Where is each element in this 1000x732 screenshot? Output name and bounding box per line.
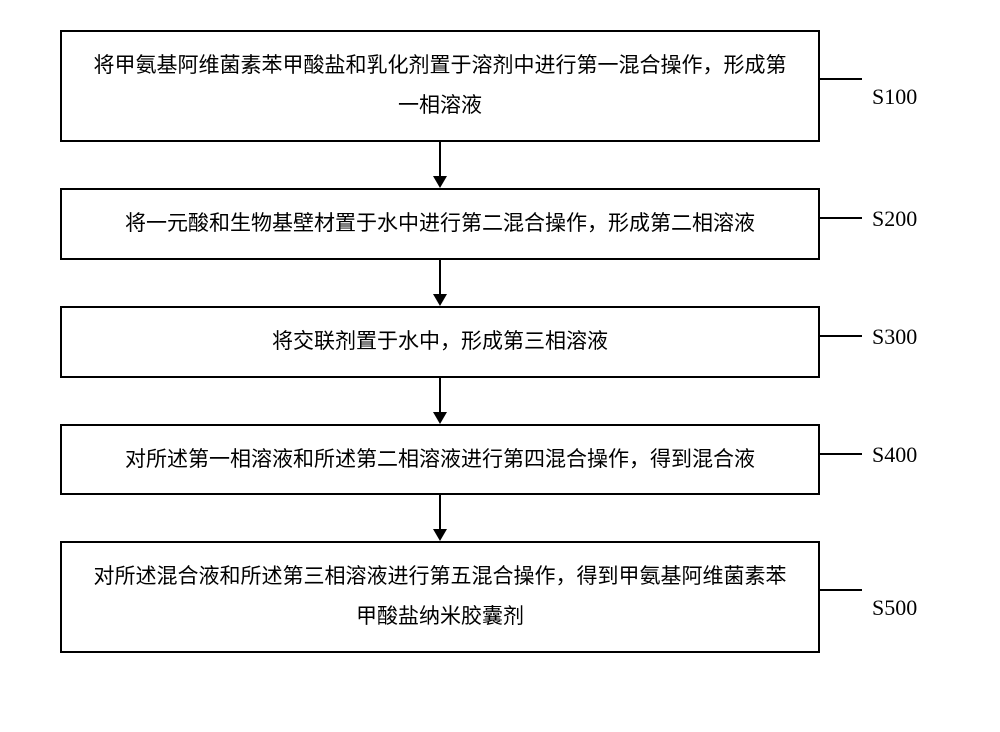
- step-s300: 将交联剂置于水中，形成第三相溶液 S300: [60, 306, 940, 378]
- step-s100: 将甲氨基阿维菌素苯甲酸盐和乳化剂置于溶剂中进行第一混合操作，形成第一相溶液 S1…: [60, 30, 940, 142]
- step-box: 对所述混合液和所述第三相溶液进行第五混合操作，得到甲氨基阿维菌素苯甲酸盐纳米胶囊…: [60, 541, 820, 653]
- step-text: 对所述第一相溶液和所述第二相溶液进行第四混合操作，得到混合液: [125, 440, 755, 480]
- step-text: 将甲氨基阿维菌素苯甲酸盐和乳化剂置于溶剂中进行第一混合操作，形成第一相溶液: [84, 46, 796, 126]
- step-box: 将交联剂置于水中，形成第三相溶液: [60, 306, 820, 378]
- step-box: 将甲氨基阿维菌素苯甲酸盐和乳化剂置于溶剂中进行第一混合操作，形成第一相溶液: [60, 30, 820, 142]
- arrow: [60, 142, 820, 188]
- step-label: S200: [872, 206, 917, 232]
- step-s500: 对所述混合液和所述第三相溶液进行第五混合操作，得到甲氨基阿维菌素苯甲酸盐纳米胶囊…: [60, 541, 940, 653]
- step-box: 对所述第一相溶液和所述第二相溶液进行第四混合操作，得到混合液: [60, 424, 820, 496]
- leader-line: [820, 78, 862, 80]
- leader-line: [820, 335, 862, 337]
- step-s400: 对所述第一相溶液和所述第二相溶液进行第四混合操作，得到混合液 S400: [60, 424, 940, 496]
- step-label: S300: [872, 324, 917, 350]
- step-label: S100: [872, 84, 917, 110]
- flowchart-container: 将甲氨基阿维菌素苯甲酸盐和乳化剂置于溶剂中进行第一混合操作，形成第一相溶液 S1…: [60, 30, 940, 653]
- step-label: S500: [872, 595, 917, 621]
- step-label: S400: [872, 442, 917, 468]
- step-text: 将一元酸和生物基壁材置于水中进行第二混合操作，形成第二相溶液: [125, 204, 755, 244]
- leader-line: [820, 217, 862, 219]
- step-text: 将交联剂置于水中，形成第三相溶液: [272, 322, 608, 362]
- arrow: [60, 495, 820, 541]
- step-box: 将一元酸和生物基壁材置于水中进行第二混合操作，形成第二相溶液: [60, 188, 820, 260]
- leader-line: [820, 589, 862, 591]
- arrow: [60, 260, 820, 306]
- leader-line: [820, 453, 862, 455]
- step-s200: 将一元酸和生物基壁材置于水中进行第二混合操作，形成第二相溶液 S200: [60, 188, 940, 260]
- arrow: [60, 378, 820, 424]
- step-text: 对所述混合液和所述第三相溶液进行第五混合操作，得到甲氨基阿维菌素苯甲酸盐纳米胶囊…: [84, 557, 796, 637]
